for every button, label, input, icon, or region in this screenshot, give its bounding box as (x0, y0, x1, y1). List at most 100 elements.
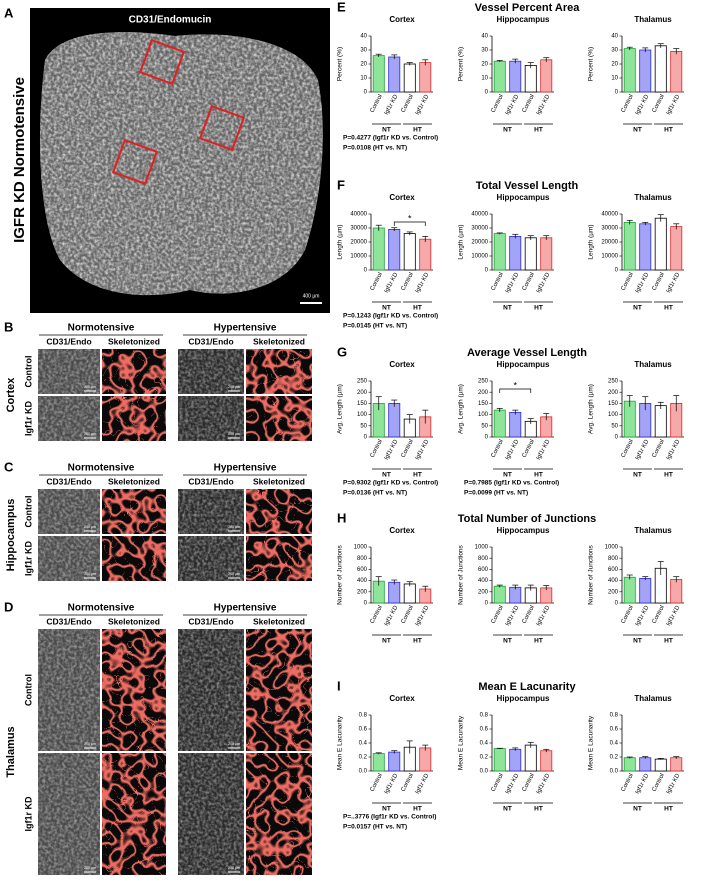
error-bar (422, 236, 429, 242)
error-bar (673, 756, 680, 759)
column-header: Skeletonized (108, 336, 160, 346)
x-tick-label: Igf1r KD (635, 604, 651, 627)
scale-label: 200 µm (228, 572, 240, 576)
y-tick-label: 0 (615, 601, 619, 607)
y-tick-label: 600 (608, 567, 619, 573)
significance-label: * (513, 380, 517, 390)
y-tick-label: 30 (360, 48, 367, 54)
x-tick-label: Control (370, 605, 384, 625)
skeleton-overlay (102, 629, 166, 751)
error-bar (642, 396, 649, 411)
y-axis-label: Percent (%) (458, 47, 465, 81)
scale-label: 200 µm (84, 385, 96, 389)
x-tick-label: Control (401, 773, 415, 793)
x-tick-label: Igf1r KD (415, 271, 431, 294)
skeleton-overlay (246, 753, 312, 875)
region-label: Thalamus (5, 726, 17, 777)
skeleton-overlay (102, 349, 166, 394)
bar (388, 228, 401, 271)
error-bar (673, 223, 680, 230)
p-value-note: P=..3776 (Igf1r KD vs. Control) (343, 814, 436, 821)
bar (654, 405, 667, 438)
chart-title: Thalamus (634, 193, 672, 202)
y-tick-label: 150 (608, 401, 619, 407)
group-label: NT (382, 305, 391, 312)
y-tick-label: 40 (360, 34, 367, 40)
significance-bracket (499, 388, 532, 393)
scale-label: 200 µm (228, 432, 240, 436)
x-tick-label: Igf1r KD (505, 772, 521, 795)
error-bar (375, 224, 382, 231)
skeleton-overlay (102, 396, 166, 441)
y-tick-label: 40000 (350, 212, 367, 218)
scale-label: 200 µm (228, 742, 240, 746)
group-label: NT (633, 127, 642, 134)
bar (639, 49, 652, 93)
y-tick-label: 0 (615, 268, 619, 274)
group-label: HT (534, 806, 543, 813)
x-tick-label: Control (522, 605, 536, 625)
condition-header: Hypertensive (214, 463, 277, 474)
error-bar (512, 409, 519, 415)
x-tick-label: Igf1r KD (505, 271, 521, 294)
x-tick-label: Control (370, 439, 384, 459)
y-axis-label: Length (µm) (337, 224, 344, 259)
x-tick-label: Control (621, 605, 635, 625)
y-tick-label: 800 (608, 556, 619, 562)
error-bar (512, 747, 519, 751)
image-texture (38, 753, 100, 875)
column-header: Skeletonized (253, 616, 305, 626)
y-axis-label: Number of Junctions (337, 544, 344, 604)
y-tick-label: 30 (611, 48, 618, 54)
error-bar (406, 740, 413, 754)
panel-letter: F (337, 177, 345, 192)
x-tick-label: Igf1r KD (666, 772, 682, 795)
y-tick-label: 0.0 (480, 769, 489, 775)
y-tick-label: 200 (608, 390, 619, 396)
panel-title: Average Vessel Length (467, 347, 587, 359)
x-tick-label: Igf1r KD (384, 438, 400, 461)
bar (654, 45, 667, 93)
y-tick-label: 20 (481, 62, 488, 68)
group-label: HT (534, 472, 543, 479)
row-label: Control (23, 356, 33, 388)
bar (639, 757, 652, 772)
y-tick-label: 10000 (350, 254, 367, 260)
x-tick-label: Control (401, 272, 415, 292)
y-tick-label: 0 (364, 601, 368, 607)
image-texture (178, 536, 244, 581)
x-tick-label: Igf1r KD (415, 438, 431, 461)
x-tick-label: Igf1r KD (384, 772, 400, 795)
error-bar (406, 581, 413, 587)
error-bar (422, 744, 429, 751)
group-label: NT (503, 305, 512, 312)
bar (372, 753, 385, 772)
y-tick-label: 0 (485, 601, 489, 607)
x-tick-label: Control (491, 94, 505, 114)
bar (372, 55, 385, 93)
p-value-note: P=0.7985 (Igf1r KD vs. Control) (464, 480, 559, 487)
error-bar (527, 62, 534, 69)
bar (670, 226, 683, 271)
group-label: HT (413, 127, 422, 134)
group-label: NT (633, 305, 642, 312)
error-bar (512, 233, 519, 239)
panel-letter: H (337, 510, 346, 525)
error-bar (391, 579, 398, 585)
error-bar (391, 54, 398, 60)
x-tick-label: Igf1r KD (415, 772, 431, 795)
column-header: CD31/Endo (46, 476, 91, 486)
panel-title: Vessel Percent Area (475, 2, 581, 14)
scale-label: 200 µm (84, 866, 96, 870)
x-tick-label: Igf1r KD (536, 271, 552, 294)
p-value-note: P=0.0157 (HT vs. NT) (343, 824, 407, 831)
group-label: NT (633, 472, 642, 479)
y-tick-label: 100 (478, 412, 489, 418)
chart-title: Thalamus (634, 526, 672, 535)
image-texture (178, 629, 244, 751)
y-tick-label: 10000 (601, 254, 618, 260)
bar (524, 744, 537, 772)
p-value-note: P=0.4277 (Igf1r KD vs. Control) (343, 135, 438, 142)
y-tick-label: 0.0 (610, 769, 619, 775)
group-label: NT (633, 638, 642, 645)
